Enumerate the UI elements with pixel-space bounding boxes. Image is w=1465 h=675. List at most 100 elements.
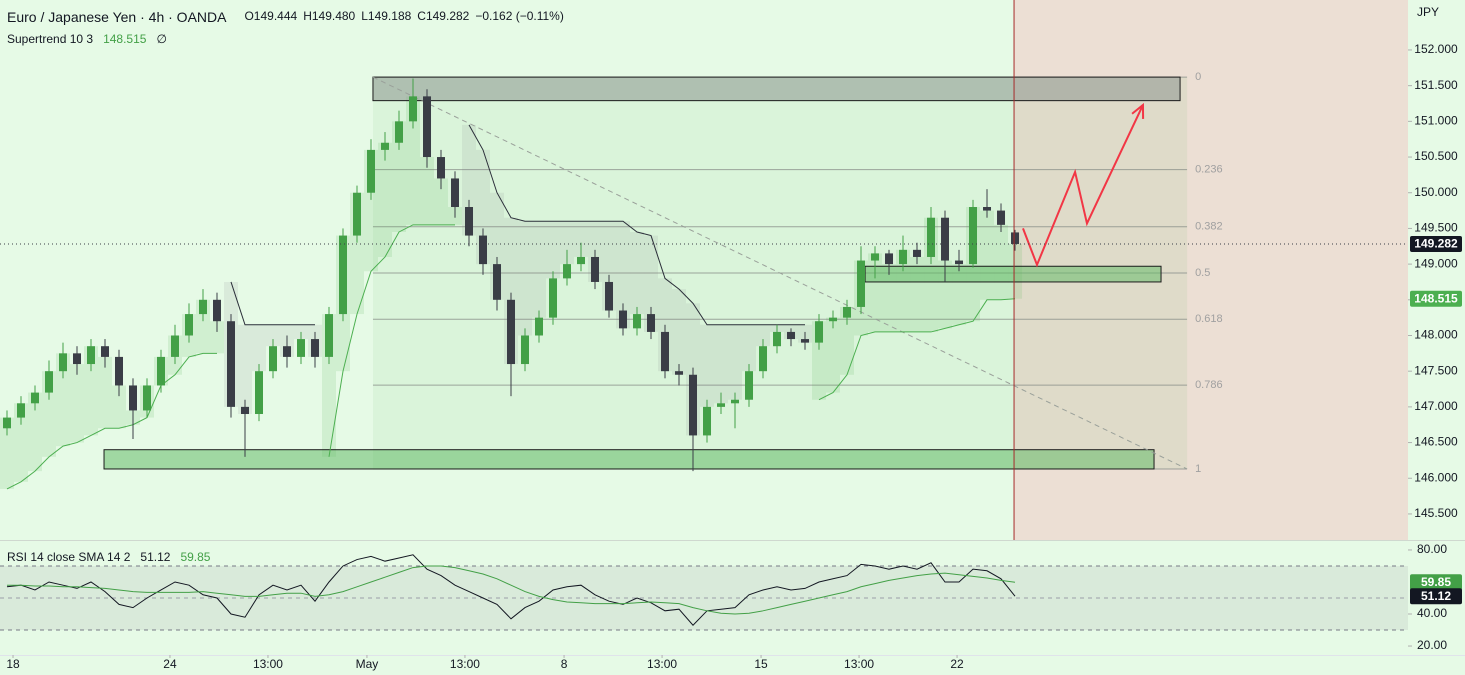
supertrend-fill xyxy=(630,231,645,315)
candle-body xyxy=(843,306,852,318)
candle-body xyxy=(549,278,558,318)
x-tick-label: 8 xyxy=(561,657,568,671)
supertrend-fill xyxy=(714,324,729,404)
candle-body xyxy=(73,353,82,365)
rsi-legend: RSI 14 close SMA 14 2 51.12 59.85 xyxy=(7,550,210,564)
candle-body xyxy=(969,207,978,265)
candle-body xyxy=(1011,232,1020,244)
supertrend-price-label-bg xyxy=(1410,290,1462,307)
candle-body xyxy=(45,371,54,393)
supertrend-fill xyxy=(700,324,715,407)
supertrend-fill xyxy=(672,289,687,375)
candle-body xyxy=(941,217,950,261)
supertrend-fill xyxy=(574,221,589,257)
supertrend-fill xyxy=(210,321,225,354)
supertrend-fill xyxy=(112,385,127,429)
rsi-value: 51.12 xyxy=(140,550,171,564)
indicator-name: Supertrend 10 3 xyxy=(7,32,94,46)
candle-body xyxy=(101,346,110,357)
candle-body xyxy=(3,417,12,429)
supertrend-fill xyxy=(28,392,43,472)
candle-body xyxy=(955,260,964,265)
y-tick-label: 146.000 xyxy=(1414,470,1458,484)
x-tick-label: 18 xyxy=(6,657,20,671)
zone xyxy=(864,265,1162,283)
fib-label: 0.786 xyxy=(1195,379,1223,391)
candle-body xyxy=(703,406,712,436)
x-tick-label: 13:00 xyxy=(844,657,874,671)
candle-body xyxy=(395,121,404,143)
fib-label: 1 xyxy=(1195,463,1201,475)
candle-body xyxy=(17,403,26,418)
candle-body xyxy=(507,299,516,365)
x-tick-label: 13:00 xyxy=(450,657,480,671)
candle-body xyxy=(339,235,348,315)
zone xyxy=(372,76,1181,102)
candle-body xyxy=(675,371,684,375)
last-price-label: 149.282 xyxy=(1414,237,1458,251)
supertrend-fill xyxy=(518,221,533,336)
candle-body xyxy=(115,356,124,386)
candle-body xyxy=(87,346,96,365)
rsi-sma-value: 59.85 xyxy=(180,550,211,564)
candle-body xyxy=(297,339,306,357)
rsi-line xyxy=(7,565,1016,615)
y-tick-label: 152.000 xyxy=(1414,42,1458,56)
y-tick-label: 148.000 xyxy=(1414,328,1458,342)
y-tick-label: 146.500 xyxy=(1414,435,1458,449)
symbol-title: Euro / Japanese Yen · 4h · OANDA xyxy=(7,9,227,25)
x-tick-label: 22 xyxy=(950,657,964,671)
supertrend-line xyxy=(230,124,806,326)
candle-body xyxy=(759,346,768,372)
supertrend-fill xyxy=(56,353,71,447)
candle-body xyxy=(815,321,824,343)
candle-body xyxy=(927,217,936,257)
candle-body xyxy=(633,314,642,329)
supertrend-fill xyxy=(532,221,547,318)
zone xyxy=(103,449,1155,470)
candle-body xyxy=(381,142,390,150)
candle-body xyxy=(801,339,810,343)
candle-body xyxy=(591,256,600,282)
ohlc-low: L149.188 xyxy=(361,9,412,23)
rsi-value-label: 51.12 xyxy=(1421,589,1451,603)
supertrend-fill xyxy=(434,178,449,225)
candle-body xyxy=(59,353,68,372)
supertrend-fill xyxy=(616,221,631,329)
candle-body xyxy=(521,335,530,365)
supertrend-fill xyxy=(420,157,435,225)
supertrend-fill xyxy=(728,324,743,400)
candle-body xyxy=(325,314,334,357)
ohlc-change: −0.162 (−0.11%) xyxy=(475,9,564,23)
candle-body xyxy=(437,157,446,179)
candle-body xyxy=(493,264,502,300)
candle-body xyxy=(661,331,670,372)
supertrend-fill xyxy=(406,96,421,225)
candle-body xyxy=(409,96,418,122)
candle-body xyxy=(269,346,278,372)
x-tick-label: May xyxy=(356,657,379,671)
candle-body xyxy=(899,249,908,265)
y-tick-label: 147.000 xyxy=(1414,399,1458,413)
fib-label: 0.382 xyxy=(1195,221,1223,233)
spacer xyxy=(232,9,238,25)
fib-label: 0.5 xyxy=(1195,267,1210,279)
ohlc-close: C149.282 xyxy=(417,9,470,23)
supertrend-fill xyxy=(238,324,253,415)
candle-body xyxy=(129,385,138,411)
candle-body xyxy=(227,321,236,407)
candle-body xyxy=(717,403,726,407)
projection-path xyxy=(1022,104,1144,268)
trend-line xyxy=(372,76,1188,470)
x-tick-label: 15 xyxy=(754,657,768,671)
rsi-value-label-bg xyxy=(1410,588,1462,605)
candle-body xyxy=(311,339,320,357)
candle-body xyxy=(913,249,922,257)
candle-body xyxy=(605,281,614,311)
ohlc-high: H149.480 xyxy=(303,9,356,23)
candle-body xyxy=(157,356,166,386)
y-tick-label: 149.500 xyxy=(1414,221,1458,235)
supertrend-fill xyxy=(840,306,855,375)
